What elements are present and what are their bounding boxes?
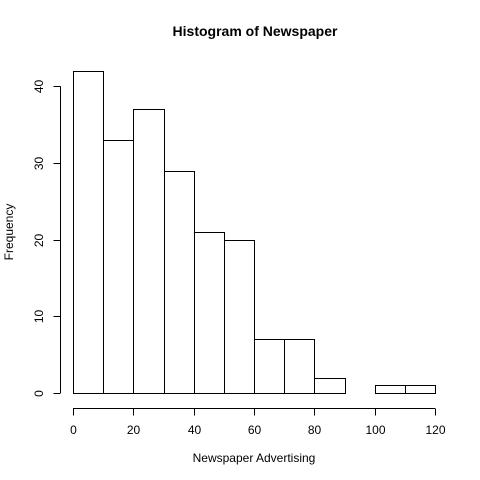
chart-title: Histogram of Newspaper bbox=[173, 23, 338, 39]
x-tick-label: 20 bbox=[127, 423, 141, 437]
x-tick-label: 0 bbox=[70, 423, 77, 437]
histogram-bar bbox=[73, 71, 104, 394]
y-axis: 0 10 20 30 40 bbox=[32, 80, 61, 397]
histogram-bar bbox=[254, 339, 285, 394]
histogram-bar bbox=[314, 378, 346, 394]
y-tick-label: 10 bbox=[32, 310, 46, 324]
histogram-bar bbox=[284, 339, 315, 394]
histogram-bar bbox=[103, 140, 134, 394]
x-axis: 0 20 40 60 80 100 120 bbox=[70, 408, 446, 437]
y-tick-label: 0 bbox=[32, 390, 46, 397]
x-axis-label: Newspaper Advertising bbox=[193, 451, 316, 465]
x-tick-label: 80 bbox=[308, 423, 322, 437]
histogram-bar bbox=[133, 109, 165, 394]
y-tick-label: 30 bbox=[32, 157, 46, 171]
histogram-bar bbox=[375, 385, 406, 394]
histogram-bar bbox=[164, 171, 195, 394]
y-tick-label: 20 bbox=[32, 234, 46, 248]
x-tick-label: 40 bbox=[188, 423, 202, 437]
histogram-bar bbox=[194, 232, 225, 394]
x-tick-label: 120 bbox=[425, 423, 445, 437]
y-tick-label: 40 bbox=[32, 80, 46, 94]
histogram-bar bbox=[224, 240, 255, 394]
x-tick-label: 100 bbox=[365, 423, 385, 437]
bars-group bbox=[73, 71, 436, 394]
y-axis-label: Frequency bbox=[2, 204, 16, 261]
histogram-bar bbox=[405, 385, 436, 394]
x-tick-label: 60 bbox=[248, 423, 262, 437]
